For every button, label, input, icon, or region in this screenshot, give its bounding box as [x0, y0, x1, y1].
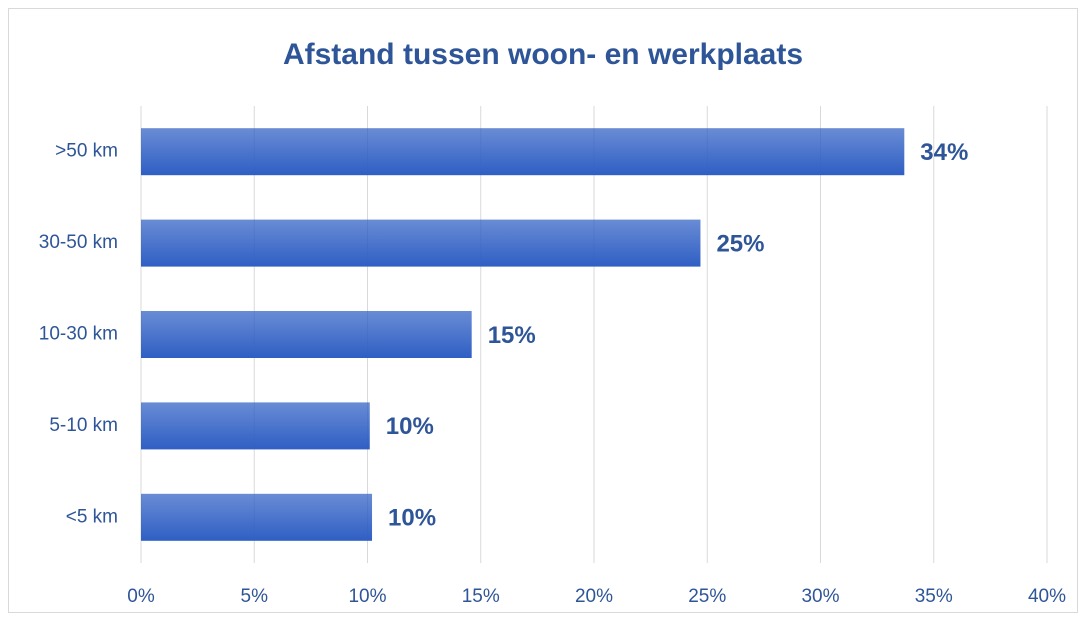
- y-tick-label: 5-10 km: [49, 415, 118, 436]
- value-label: 10%: [388, 505, 436, 532]
- bar: [141, 219, 701, 267]
- x-tick-label: 10%: [348, 586, 386, 607]
- x-tick-label: 0%: [127, 586, 155, 607]
- x-tick-label: 15%: [462, 586, 500, 607]
- x-tick-label: 30%: [801, 586, 839, 607]
- y-tick-label: 30-50 km: [39, 232, 118, 253]
- y-tick-label: >50 km: [55, 141, 118, 162]
- x-tick-label: 35%: [915, 586, 953, 607]
- x-tick-label: 40%: [1028, 586, 1066, 607]
- chart-title: Afstand tussen woon- en werkplaats: [283, 38, 803, 71]
- value-label: 25%: [716, 230, 764, 257]
- y-tick-label: 10-30 km: [39, 324, 118, 345]
- x-tick-label: 20%: [575, 586, 613, 607]
- value-label: 10%: [386, 413, 434, 440]
- bar: [141, 128, 905, 176]
- y-tick-label: <5 km: [66, 506, 118, 527]
- x-tick-label: 5%: [241, 586, 269, 607]
- x-tick-label: 25%: [688, 586, 726, 607]
- value-label: 15%: [488, 322, 536, 349]
- bar: [141, 493, 373, 541]
- bar: [141, 311, 472, 358]
- value-label: 34%: [920, 139, 968, 166]
- bar: [141, 402, 370, 450]
